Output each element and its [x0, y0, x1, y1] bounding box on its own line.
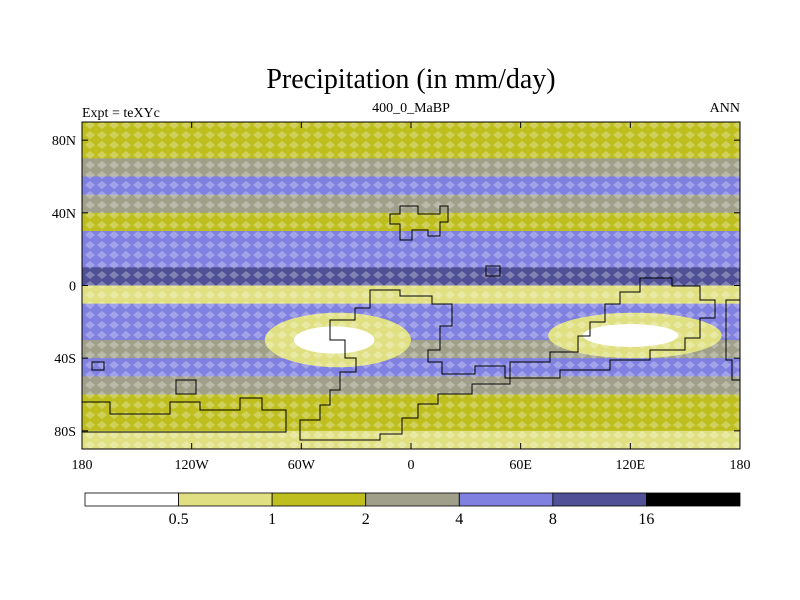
subtitle-right: ANN: [710, 101, 740, 116]
colorbar-swatch-2: [271, 492, 367, 507]
colorbar-swatch-1: [178, 492, 273, 507]
colorbar-label-3: 4: [455, 511, 463, 528]
paleo-coastlines: [82, 205, 740, 441]
colorbar: 0.5 1 2 4 8 16: [84, 492, 741, 528]
y-tick-label-3: 40S: [54, 352, 76, 367]
y-tick-label-2: 0: [69, 280, 76, 295]
coastline-island-a: [485, 265, 501, 277]
chart-title: Precipitation (in mm/day): [266, 64, 555, 95]
colorbar-label-4: 8: [549, 511, 557, 528]
x-tick-label-0: 180: [72, 458, 93, 473]
coastline-south-west: [82, 397, 287, 433]
colorbar-swatch-6: [646, 492, 741, 507]
subtitle-center: 400_0_MaBP: [372, 101, 450, 116]
x-tick-label-5: 120E: [616, 458, 646, 473]
coastline-island-b: [91, 361, 105, 371]
colorbar-swatch-3: [365, 492, 460, 507]
colorbar-label-0: 0.5: [169, 511, 189, 528]
y-tick-label-4: 80S: [54, 425, 76, 440]
y-axis: 80N 40N 0 40S 80S: [52, 134, 740, 440]
y-tick-label-1: 40N: [52, 207, 76, 222]
x-axis: 180 120W 60W 0 60E 120E 180: [72, 122, 751, 473]
colorbar-label-2: 2: [362, 511, 370, 528]
x-tick-label-2: 60W: [288, 458, 316, 473]
colorbar-swatch-0: [84, 492, 179, 507]
colorbar-swatch-5: [552, 492, 647, 507]
colorbar-label-1: 1: [268, 511, 276, 528]
coastline-island-c: [175, 379, 197, 395]
coastline-gondwana: [299, 277, 716, 441]
hatch-texture: [82, 122, 740, 449]
x-tick-label-6: 180: [730, 458, 751, 473]
x-tick-label-3: 0: [408, 458, 415, 473]
colorbar-label-5: 16: [638, 511, 654, 528]
y-tick-label-0: 80N: [52, 134, 76, 149]
x-tick-label-4: 60E: [509, 458, 532, 473]
subtitle-left: Expt = teXYc: [82, 106, 160, 121]
x-tick-label-1: 120W: [175, 458, 210, 473]
map-plot-area: [82, 122, 740, 449]
coastline-east-margin: [725, 299, 740, 381]
colorbar-swatch-4: [458, 492, 554, 507]
coastline-laurentia: [389, 205, 449, 241]
